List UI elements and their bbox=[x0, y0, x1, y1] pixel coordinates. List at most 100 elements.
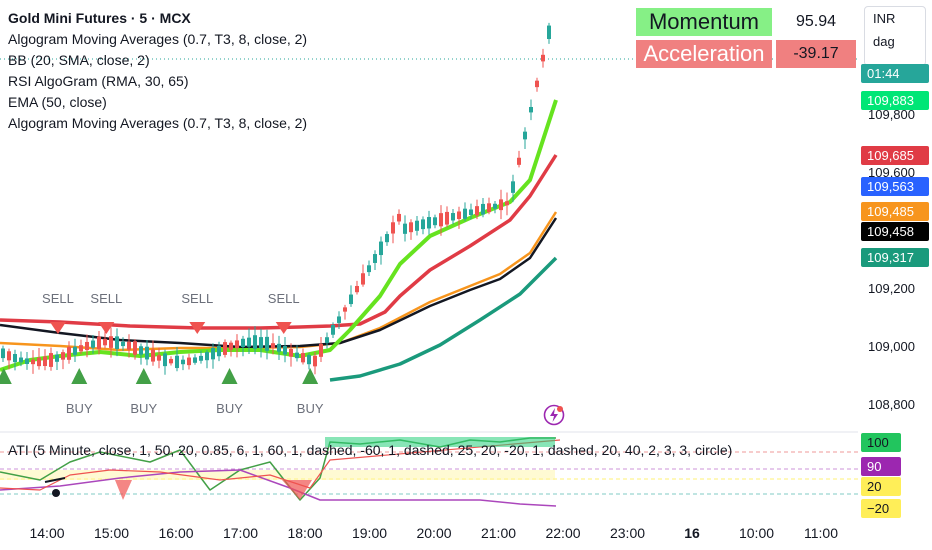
candle-body bbox=[379, 241, 383, 256]
buy-signal-label-4: BUY bbox=[130, 401, 158, 416]
candle-body bbox=[85, 341, 89, 351]
currency-option[interactable]: INR bbox=[873, 11, 896, 26]
candle-body bbox=[67, 346, 71, 360]
candle-body bbox=[463, 208, 467, 219]
candle-body bbox=[271, 343, 275, 348]
sell-signal-label-1: SELL bbox=[42, 291, 74, 306]
candle-body bbox=[355, 285, 359, 293]
oscillator-dot bbox=[52, 489, 60, 497]
candle-body bbox=[301, 353, 305, 363]
indicator-legend-5[interactable]: Algogram Moving Averages (0.7, T3, 8, cl… bbox=[8, 115, 308, 131]
candle-body bbox=[7, 351, 11, 361]
buy-signal-arrow bbox=[0, 368, 12, 384]
candle-body bbox=[499, 199, 503, 211]
indicator-legend-4[interactable]: EMA (50, close) bbox=[8, 94, 107, 110]
time-axis-label-7: 21:00 bbox=[480, 525, 517, 541]
candle-body bbox=[235, 340, 239, 349]
time-axis-label-3: 17:00 bbox=[222, 525, 259, 541]
candle-body bbox=[31, 359, 35, 365]
bb-upper-line bbox=[0, 154, 558, 330]
time-axis-label-5: 19:00 bbox=[351, 525, 388, 541]
time-axis-label-9: 23:00 bbox=[609, 525, 646, 541]
candle-body bbox=[181, 359, 185, 365]
bb-lower-line bbox=[329, 256, 558, 382]
price-axis-label-1: 109,600 bbox=[868, 165, 915, 180]
time-axis-label-11: 10:00 bbox=[738, 525, 775, 541]
time-axis-label-1: 15:00 bbox=[93, 525, 130, 541]
price-label-2: 109,685 bbox=[861, 146, 929, 165]
indicator-legend-3[interactable]: RSI AlgoGram (RMA, 30, 65) bbox=[8, 73, 189, 89]
candle-body bbox=[43, 356, 47, 367]
candle-body bbox=[1, 348, 5, 359]
candle-body bbox=[91, 340, 95, 348]
candle-body bbox=[427, 217, 431, 229]
indicator-legend-2[interactable]: BB (20, SMA, close, 2) bbox=[8, 52, 150, 68]
oscillator-legend[interactable]: ATI (5 Minute, close, 1, 50, 20, 0.85, 6… bbox=[8, 442, 733, 458]
candle-body bbox=[109, 336, 113, 348]
candle-body bbox=[523, 131, 527, 140]
candle-body bbox=[73, 346, 77, 355]
sell-signal-arrow bbox=[189, 322, 206, 334]
lightning-icon[interactable] bbox=[543, 404, 565, 426]
currency-unit-menu[interactable]: INR dag bbox=[864, 6, 926, 66]
time-axis-label-6: 20:00 bbox=[416, 525, 452, 541]
candle-body bbox=[547, 25, 551, 40]
symbol-title[interactable]: Gold Mini Futures · 5 · MCX bbox=[8, 10, 191, 26]
candle-body bbox=[397, 213, 401, 222]
momentum-panel: Momentum 95.94 Acceleration -39.17 bbox=[636, 8, 856, 72]
ema-line bbox=[0, 217, 558, 349]
candle-body bbox=[175, 355, 179, 369]
candle-body bbox=[469, 209, 473, 216]
candle-body bbox=[505, 201, 509, 206]
candle-body bbox=[445, 211, 449, 225]
momentum-row: Momentum 95.94 bbox=[636, 8, 856, 36]
candle-body bbox=[265, 336, 269, 351]
candle-body bbox=[409, 222, 413, 233]
acceleration-label: Acceleration bbox=[636, 40, 772, 68]
time-axis-label-8: 22:00 bbox=[545, 525, 581, 541]
candle-body bbox=[103, 338, 107, 346]
candle-body bbox=[13, 354, 17, 363]
oscillator-fill-1 bbox=[115, 480, 132, 500]
candle-body bbox=[139, 346, 143, 355]
osc-scale-label-3: −20 bbox=[861, 499, 901, 518]
candle-body bbox=[475, 206, 479, 216]
candle-body bbox=[391, 222, 395, 234]
indicator-legend-1[interactable]: Algogram Moving Averages (0.7, T3, 8, cl… bbox=[8, 31, 308, 47]
candle-body bbox=[415, 220, 419, 231]
candle-body bbox=[163, 353, 167, 367]
unit-option[interactable]: dag bbox=[873, 34, 895, 49]
candle-body bbox=[517, 157, 521, 165]
candle-body bbox=[457, 211, 461, 220]
candle-body bbox=[535, 80, 539, 88]
candle-body bbox=[169, 358, 173, 364]
candle-body bbox=[325, 337, 329, 343]
candle-body bbox=[433, 217, 437, 226]
candle-body bbox=[349, 294, 353, 305]
candle-body bbox=[199, 355, 203, 361]
price-label-4: 109,485 bbox=[861, 202, 929, 221]
time-axis-label-0: 14:00 bbox=[29, 525, 65, 541]
price-axis-label-4: 108,800 bbox=[868, 397, 915, 412]
candle-body bbox=[481, 203, 485, 215]
candle-body bbox=[127, 341, 131, 350]
price-label-6: 109,317 bbox=[861, 248, 929, 267]
osc-scale-label-1: 90 bbox=[861, 457, 901, 476]
candle-body bbox=[205, 352, 209, 361]
oscillator-slow-line bbox=[0, 469, 557, 507]
candle-body bbox=[361, 273, 365, 285]
sell-signal-arrow bbox=[98, 322, 115, 334]
time-axis-label-10: 16 bbox=[684, 525, 700, 541]
candle-body bbox=[121, 341, 125, 347]
candle-body bbox=[151, 349, 155, 362]
candle-body bbox=[55, 354, 59, 362]
candle-body bbox=[493, 203, 497, 209]
price-axis-label-0: 109,800 bbox=[868, 107, 915, 122]
price-label-0: 01:44 bbox=[861, 64, 929, 83]
candle-body bbox=[331, 325, 335, 335]
buy-signal-arrow bbox=[71, 368, 88, 384]
candle-body bbox=[223, 342, 227, 355]
candle-body bbox=[229, 342, 233, 350]
